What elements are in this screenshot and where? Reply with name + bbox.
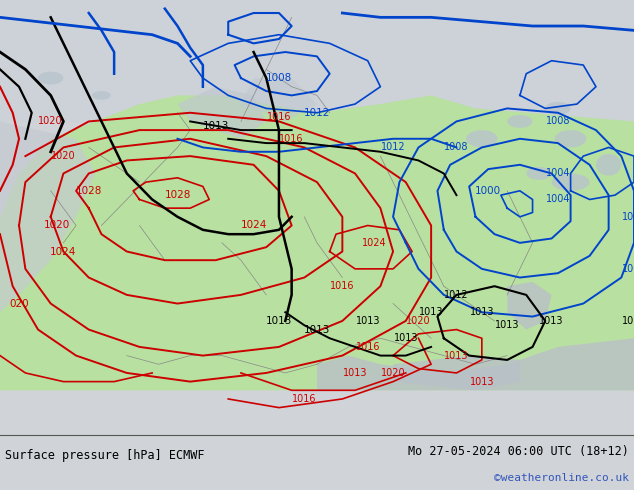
Polygon shape bbox=[0, 96, 634, 390]
Text: 1012: 1012 bbox=[444, 290, 469, 300]
Polygon shape bbox=[0, 122, 95, 312]
Text: 1013: 1013 bbox=[356, 316, 380, 326]
Text: 1004: 1004 bbox=[546, 195, 570, 204]
Text: 1008: 1008 bbox=[546, 117, 570, 126]
Text: 1000: 1000 bbox=[475, 186, 501, 196]
Text: 1013: 1013 bbox=[394, 333, 418, 343]
Ellipse shape bbox=[507, 115, 533, 128]
Ellipse shape bbox=[466, 130, 498, 147]
Text: 1013: 1013 bbox=[540, 316, 564, 326]
Text: 1016: 1016 bbox=[280, 134, 304, 144]
Text: 1020: 1020 bbox=[44, 220, 70, 230]
Ellipse shape bbox=[555, 130, 586, 147]
Text: 1012: 1012 bbox=[304, 108, 330, 118]
Text: 1013: 1013 bbox=[419, 307, 443, 317]
Text: 1020: 1020 bbox=[381, 368, 405, 378]
Ellipse shape bbox=[38, 72, 63, 85]
Text: 1004: 1004 bbox=[546, 169, 570, 178]
Ellipse shape bbox=[552, 173, 590, 191]
Ellipse shape bbox=[596, 154, 621, 175]
Text: 1008: 1008 bbox=[444, 143, 469, 152]
Ellipse shape bbox=[92, 91, 111, 100]
Text: 1008: 1008 bbox=[622, 212, 634, 222]
Text: 1016: 1016 bbox=[356, 342, 380, 352]
Text: 1016: 1016 bbox=[267, 112, 291, 122]
Text: 1024: 1024 bbox=[362, 238, 386, 248]
Text: 1013: 1013 bbox=[343, 368, 367, 378]
Text: 1013: 1013 bbox=[470, 377, 494, 387]
Text: 1013: 1013 bbox=[495, 320, 519, 330]
Ellipse shape bbox=[545, 102, 571, 115]
Polygon shape bbox=[393, 356, 520, 390]
Text: Surface pressure [hPa] ECMWF: Surface pressure [hPa] ECMWF bbox=[5, 448, 205, 462]
Polygon shape bbox=[178, 87, 266, 139]
Polygon shape bbox=[507, 282, 552, 330]
Text: ©weatheronline.co.uk: ©weatheronline.co.uk bbox=[494, 472, 629, 483]
Text: 1004: 1004 bbox=[622, 264, 634, 274]
Ellipse shape bbox=[526, 167, 552, 180]
Text: 020: 020 bbox=[10, 298, 29, 309]
Text: 1020: 1020 bbox=[39, 117, 63, 126]
Polygon shape bbox=[317, 338, 634, 390]
Polygon shape bbox=[241, 78, 317, 122]
Text: 1013: 1013 bbox=[266, 316, 292, 326]
Text: 1020: 1020 bbox=[406, 316, 430, 326]
Text: 1016: 1016 bbox=[330, 281, 354, 291]
Text: 1024: 1024 bbox=[50, 246, 77, 257]
Text: 1013: 1013 bbox=[444, 350, 469, 361]
Text: 1020: 1020 bbox=[51, 151, 75, 161]
Text: 1028: 1028 bbox=[75, 186, 102, 196]
Text: 1013: 1013 bbox=[202, 121, 229, 131]
Text: 1028: 1028 bbox=[164, 190, 191, 200]
Text: 1024: 1024 bbox=[240, 220, 267, 230]
Text: 1008: 1008 bbox=[266, 73, 292, 83]
Text: 1013: 1013 bbox=[622, 316, 634, 326]
Text: 1013: 1013 bbox=[304, 324, 330, 335]
Text: 1013: 1013 bbox=[470, 307, 494, 317]
Text: 1016: 1016 bbox=[292, 394, 316, 404]
Text: Mo 27-05-2024 06:00 UTC (18+12): Mo 27-05-2024 06:00 UTC (18+12) bbox=[408, 445, 629, 458]
Text: 1012: 1012 bbox=[381, 143, 405, 152]
